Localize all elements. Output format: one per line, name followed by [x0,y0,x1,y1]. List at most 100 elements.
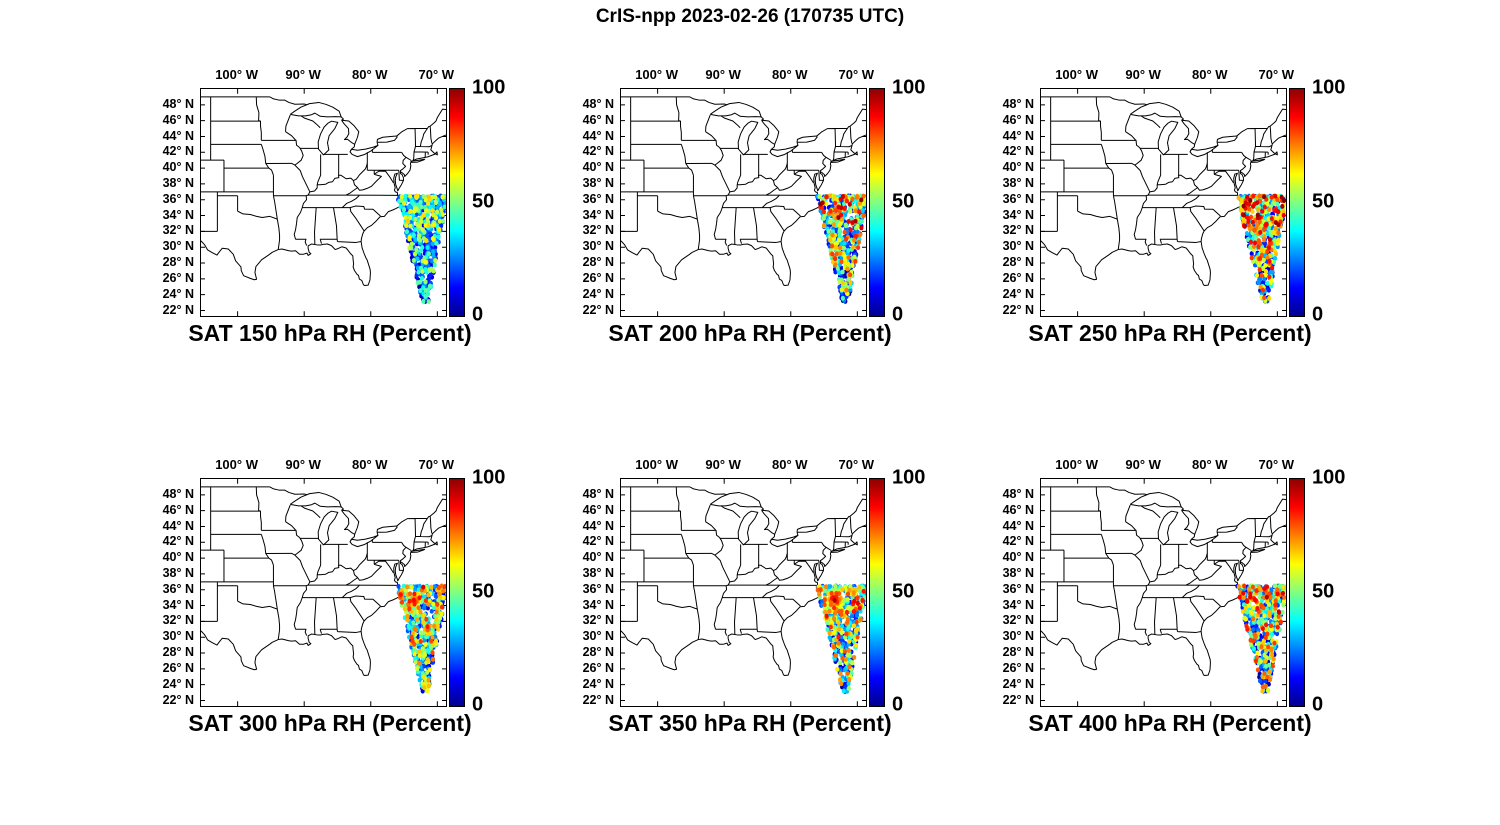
swath-dot [844,198,849,204]
colorbar-tick-label: 0 [1312,693,1324,716]
swath-dot [409,634,414,640]
swath-dot [421,194,426,200]
swath-dot [1245,626,1250,632]
axis-ticks-path [621,479,866,706]
colorbar-tick-label: 100 [1312,466,1346,489]
lon-tick-label: 90° W [1125,457,1161,472]
swath-dot [1280,590,1286,596]
swath-dot [1248,244,1253,250]
swath-dot [399,599,405,605]
colorbar [869,88,885,317]
swath-dot [418,199,423,205]
lat-tick-label: 42° N [582,534,614,549]
swath-dot [1257,678,1263,684]
swath-dot [1281,212,1286,218]
lat-tick-label: 42° N [162,534,194,549]
swath-dot [852,654,857,660]
swath-dot [1281,209,1286,215]
swath-dot [827,635,832,640]
swath-dot [856,245,861,251]
swath-dot [398,204,403,210]
swath-dot [1257,267,1262,273]
map-axes [200,478,447,707]
colorbar-tick-label: 0 [1312,303,1324,326]
swath-dot [855,600,860,606]
colorbar-tick-label: 50 [472,190,495,212]
swath-dot [1267,237,1273,242]
lon-tick-label: 100° W [635,457,678,472]
swath-dot [435,204,440,210]
swath-dot [417,677,422,683]
swath-dots [396,583,446,694]
swath-dot [409,584,414,590]
swath-dot [442,584,446,590]
swath-dot [843,222,848,228]
swath-dot [411,232,416,238]
swath-dot [439,207,444,213]
swath-dot [1276,238,1281,244]
axis-ticks-path [1041,479,1286,706]
swath-dot [407,591,413,597]
swath-dot [826,591,831,597]
swath-dot [860,597,865,603]
swath-dots [1236,193,1286,304]
swath-dot [1249,255,1254,261]
swath-dot [405,613,410,619]
swath-dot [1263,263,1268,268]
lon-tick-label: 100° W [1055,457,1098,472]
lat-tick-label: 34° N [162,207,194,222]
swath-dot [854,613,860,618]
colorbar-tick-label: 0 [472,693,484,716]
lat-tick-label: 42° N [1002,144,1034,159]
swath-dot [1275,201,1280,207]
lat-tick-label: 36° N [582,191,614,206]
swath-dot [1257,219,1262,225]
swath-dot [422,681,427,687]
swath-dot [429,638,434,644]
swath-dot [1266,635,1271,641]
swath-dot [434,609,439,615]
swath-dot [825,627,830,632]
swath-dot [421,620,426,626]
swath-dot [828,208,833,214]
colorbar-tick-label: 50 [892,580,915,602]
swath-dot [857,584,862,590]
lon-tick-label: 100° W [635,67,678,82]
swath-dot [433,194,438,200]
swath-dot [834,590,839,596]
lat-tick-label: 22° N [162,302,194,317]
lat-tick-label: 42° N [582,144,614,159]
lon-tick-label: 100° W [215,67,258,82]
swath-dot [421,298,426,304]
swath-dot [1281,198,1286,204]
swath-dot [1243,605,1248,611]
swath-dot [1265,254,1270,260]
swath-dot [823,609,828,615]
us-map-outline-instance [201,486,446,676]
swath-dot [1263,658,1268,664]
swath-dot [1255,200,1260,206]
swath-dot [424,634,429,640]
swath-dot [842,240,847,246]
swath-dot [1245,194,1250,200]
swath-dot [1245,599,1250,604]
swath-dot [1270,265,1275,271]
swath-dot [427,667,433,673]
swath-dot [1241,203,1246,209]
swath-dot [1266,602,1272,607]
lat-tick-label: 42° N [1002,534,1034,549]
swath-dot [430,650,435,656]
swath-dot [415,256,420,262]
swath-dot [1255,212,1260,218]
lat-tick-label: 46° N [162,112,194,127]
swath-dot [835,266,840,271]
swath-dot [854,642,859,648]
swath-dot [839,630,844,636]
swath-dot [1248,239,1253,245]
lat-tick-label: 42° N [162,144,194,159]
swath-dot [833,269,838,275]
swath-dots [396,193,446,304]
map-svg [1041,479,1286,706]
swath-dot [1249,642,1254,648]
swath-dot [417,653,422,658]
